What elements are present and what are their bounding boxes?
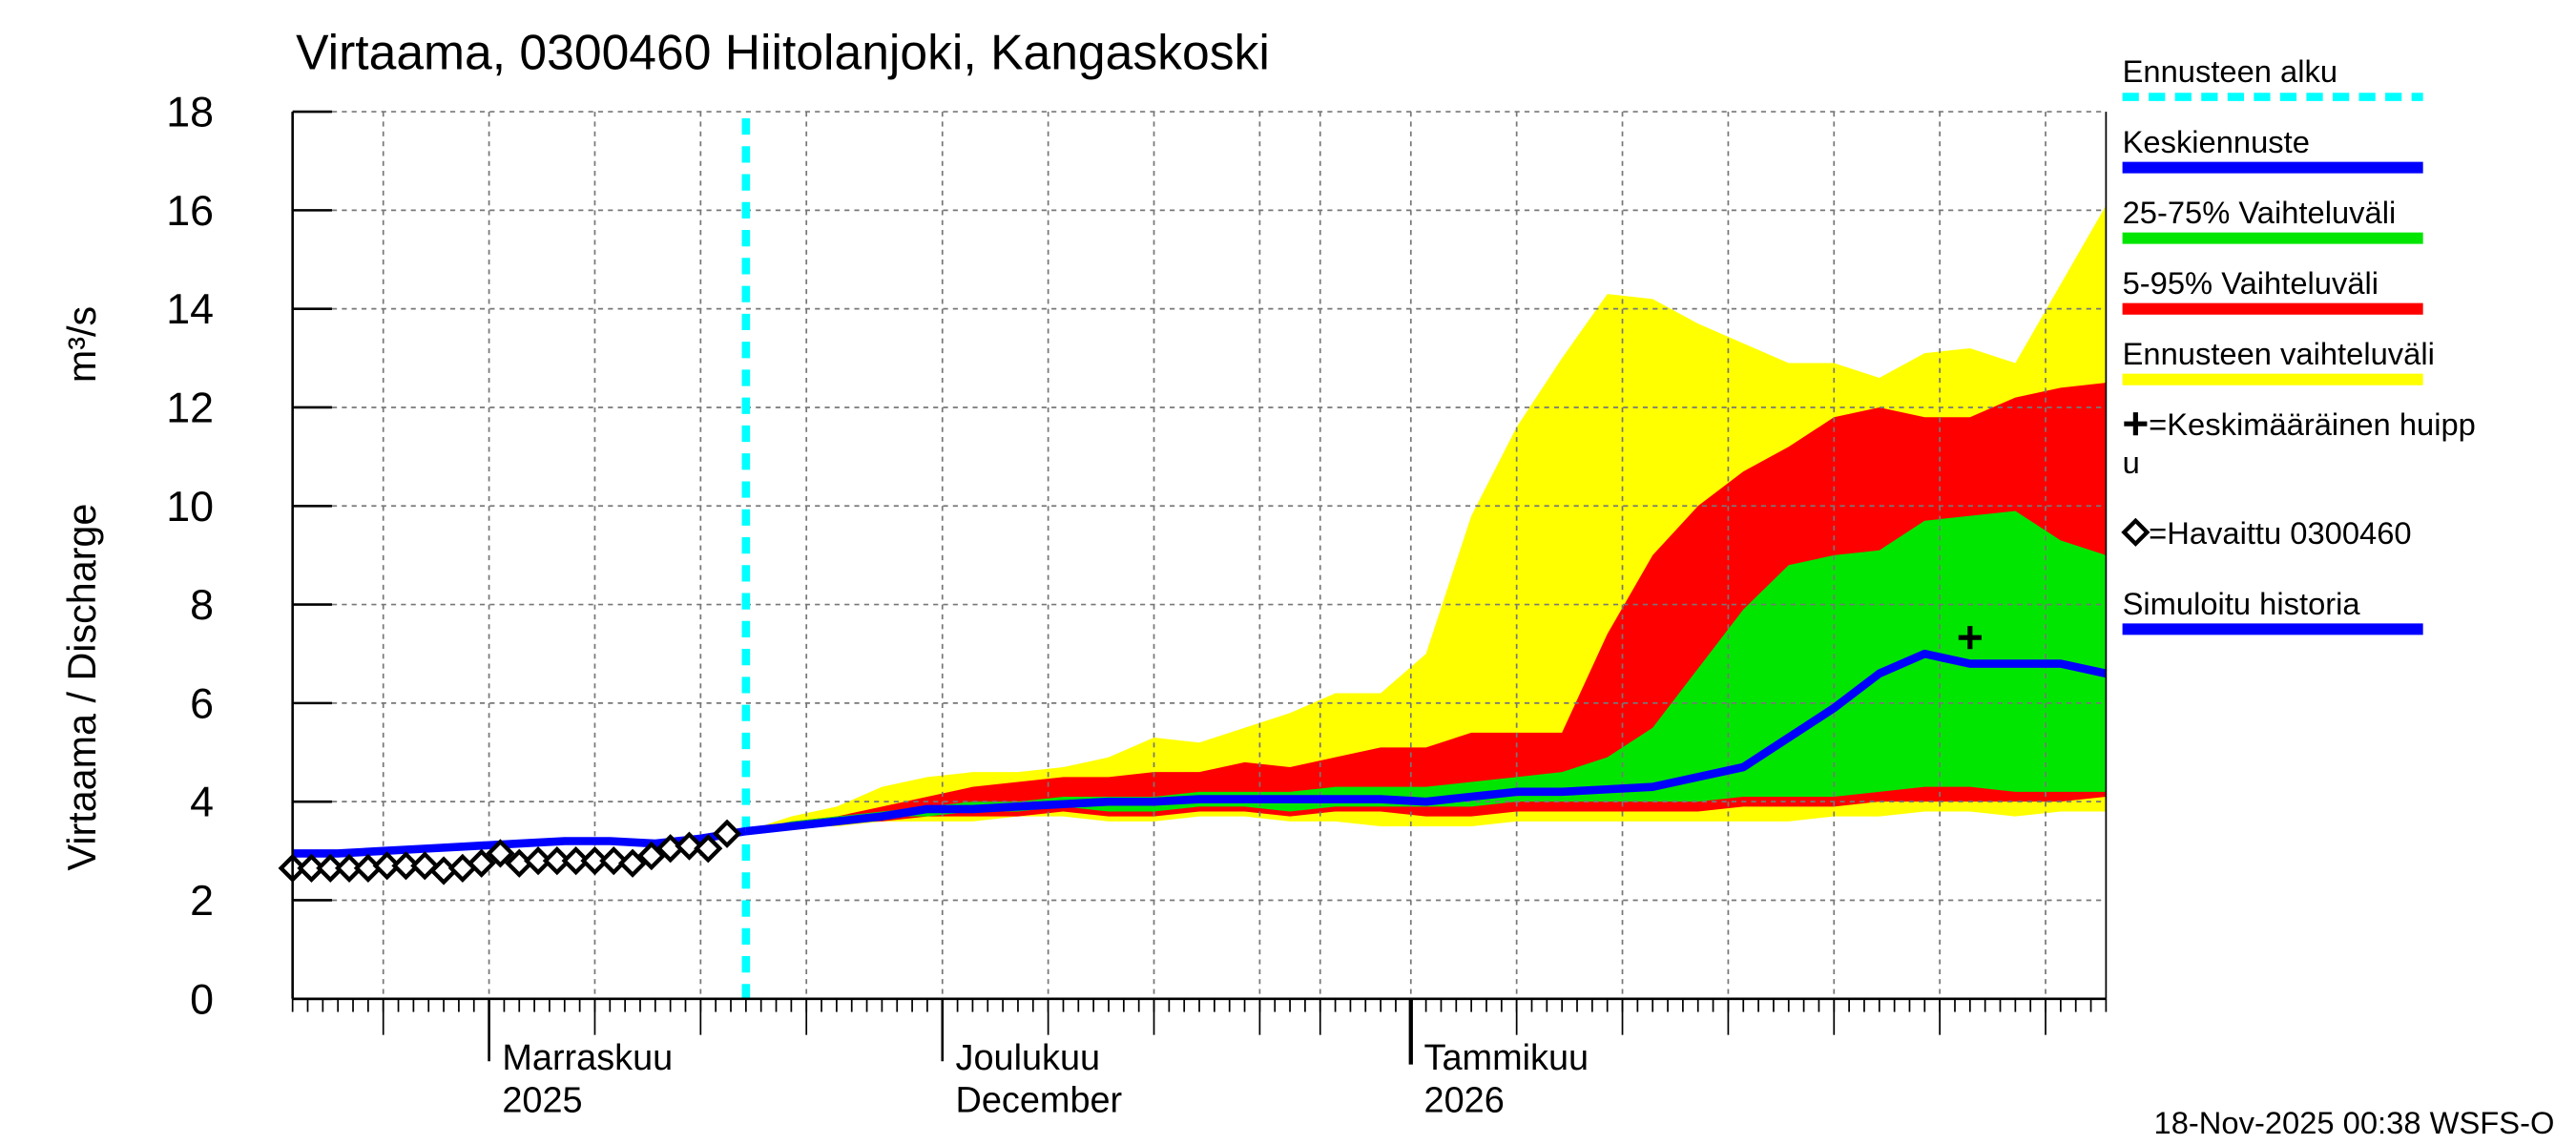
observed-marker — [617, 848, 648, 878]
footer: 18-Nov-2025 00:38 WSFS-O — [2154, 1105, 2555, 1140]
bands — [745, 205, 2107, 832]
legend-label: =Keskimääräinen huipp u — [2123, 406, 2476, 480]
y-axis-label: Virtaama / Discharge — [60, 504, 104, 871]
x-tick-label: Marraskuu — [502, 1038, 673, 1078]
observed-marker — [561, 846, 591, 876]
legend-label: 25-75% Vaihteluväli — [2123, 195, 2397, 230]
observed-marker — [542, 846, 571, 876]
y-tick-label: 18 — [166, 89, 214, 136]
y-tick-label: 6 — [190, 679, 214, 727]
observed-marker — [580, 846, 610, 876]
x-tick-label: Tammikuu — [1424, 1038, 1589, 1078]
legend-symbol — [2124, 412, 2148, 436]
y-tick-label: 14 — [166, 285, 214, 333]
y-tick-label: 12 — [166, 384, 214, 431]
x-tick-label: 2026 — [1424, 1081, 1505, 1121]
observed-marker — [694, 834, 723, 864]
y-tick-label: 16 — [166, 187, 214, 235]
y-tick-label: 2 — [190, 877, 214, 925]
legend-label: 5-95% Vaihteluväli — [2123, 265, 2379, 301]
observed-marker — [599, 846, 629, 876]
peak-marker — [1958, 626, 1982, 650]
legend-label: Ennusteen alku — [2123, 53, 2337, 89]
legend-symbol — [2121, 517, 2150, 547]
observed-marker — [316, 853, 345, 883]
x-tick-label: Joulukuu — [956, 1038, 1101, 1078]
y-tick-label: 0 — [190, 975, 214, 1023]
y-axis-unit: m³/s — [60, 306, 104, 383]
observed-marker — [391, 851, 421, 881]
chart-title: Virtaama, 0300460 Hiitolanjoki, Kangasko… — [296, 24, 1270, 79]
observed-marker — [372, 851, 402, 881]
observed-marker — [675, 831, 704, 861]
observed-marker — [486, 839, 515, 868]
legend: Ennusteen alku Keskiennuste 25-75% Vaihtel… — [2121, 53, 2476, 635]
legend-label: Simuloitu historia — [2123, 586, 2361, 621]
observed-marker — [334, 853, 364, 883]
x-tick-label: December — [956, 1081, 1123, 1121]
legend-label: =Havaittu 0300460 — [2149, 515, 2411, 551]
legend-label: Keskiennuste — [2123, 124, 2310, 159]
observed-marker — [297, 853, 326, 883]
y-tick-label: 10 — [166, 483, 214, 531]
observed-marker — [636, 841, 666, 871]
x-tick-label: 2025 — [502, 1081, 582, 1121]
grid — [292, 111, 2107, 1000]
line — [745, 649, 2108, 836]
observed-marker — [712, 819, 742, 848]
observed-marker — [467, 848, 496, 878]
legend-label: Ennusteen vaihteluväli — [2123, 336, 2435, 371]
observed-marker — [523, 846, 553, 876]
y-tick-label: 8 — [190, 581, 214, 629]
lines — [278, 117, 2108, 999]
y-tick-label: 4 — [190, 779, 214, 826]
